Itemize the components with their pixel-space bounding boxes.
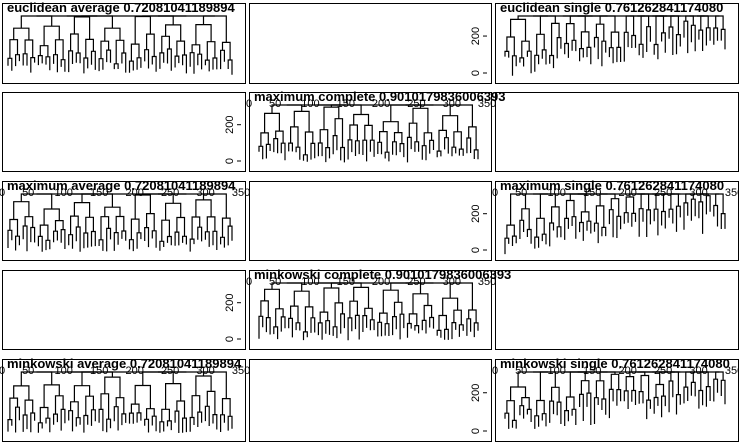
x-tick-label: 350 [232, 187, 250, 199]
x-tick-label: 300 [689, 187, 707, 199]
panel-title: minkowski average 0.72081041189894 [7, 356, 242, 371]
y-tick-label: 0 [470, 247, 482, 253]
x-tick-label: 0 [0, 187, 5, 199]
x-tick-label: 250 [407, 98, 425, 110]
x-tick-label: 350 [478, 276, 496, 288]
x-tick-label: 250 [161, 187, 179, 199]
panel-empty [249, 3, 492, 84]
panel-empty [495, 270, 739, 350]
y-tick-label: 0 [224, 158, 236, 164]
panel-empty [2, 92, 246, 172]
x-tick-label: 350 [725, 365, 739, 377]
x-tick-label: 0 [492, 187, 498, 199]
x-tick-label: 350 [478, 98, 496, 110]
panel-empty [495, 92, 739, 172]
panel-empty [2, 270, 246, 350]
x-tick-label: 250 [654, 365, 672, 377]
x-tick-label: 350 [725, 187, 739, 199]
x-tick-label: 100 [301, 98, 319, 110]
x-tick-label: 250 [161, 365, 179, 377]
panel-empty [249, 181, 492, 261]
panel-frame [2, 270, 246, 350]
panel-euclidean-average: euclidean average 0.72081041189894 [2, 0, 246, 84]
panel-frame [495, 92, 739, 172]
x-tick-label: 300 [196, 365, 214, 377]
x-tick-label: 200 [372, 276, 390, 288]
x-tick-label: 200 [372, 98, 390, 110]
y-tick-label: 200 [470, 27, 482, 45]
y-tick-label: 200 [470, 205, 482, 223]
x-tick-label: 150 [90, 187, 108, 199]
x-tick-label: 200 [618, 365, 636, 377]
x-tick-label: 50 [515, 187, 527, 199]
y-tick-label: 200 [224, 116, 236, 134]
x-tick-label: 50 [22, 187, 34, 199]
panel-title: minkowski single 0.761262841174080 [500, 356, 730, 371]
x-tick-label: 150 [583, 187, 601, 199]
x-tick-label: 350 [232, 365, 250, 377]
panel-frame [2, 359, 246, 442]
panel-frame [2, 181, 246, 261]
x-tick-label: 50 [269, 276, 281, 288]
y-tick-label: 0 [470, 70, 482, 76]
panel-title: maximum single 0.761262841174080 [500, 178, 724, 193]
y-tick-label: 0 [224, 336, 236, 342]
x-tick-label: 150 [337, 276, 355, 288]
panel-frame [249, 3, 492, 84]
y-tick-label: 0 [470, 428, 482, 434]
y-tick-label: 200 [470, 384, 482, 402]
x-tick-label: 100 [548, 365, 566, 377]
panel-frame [495, 270, 739, 350]
x-tick-label: 100 [548, 187, 566, 199]
x-tick-label: 250 [654, 187, 672, 199]
panel-frame [249, 359, 492, 442]
x-tick-label: 200 [125, 365, 143, 377]
panel-title: euclidean single 0.761262841174080 [500, 0, 723, 15]
panel-euclidean-single: 200 0 euclidean single 0.761262841174080 [470, 0, 739, 84]
x-tick-label: 200 [618, 187, 636, 199]
x-tick-label: 0 [246, 276, 252, 288]
x-tick-label: 50 [515, 365, 527, 377]
panel-frame [249, 181, 492, 261]
panel-frame [249, 92, 492, 172]
x-tick-label: 300 [443, 98, 461, 110]
x-tick-label: 50 [22, 365, 34, 377]
panel-title: maximum average 0.72081041189894 [7, 178, 236, 193]
x-tick-label: 0 [0, 365, 5, 377]
x-tick-label: 300 [443, 276, 461, 288]
panel-title: maximum complete 0.9010179836006393 [254, 89, 506, 104]
x-tick-label: 0 [492, 365, 498, 377]
x-tick-label: 100 [301, 276, 319, 288]
panel-title: minkowski complete 0.9010179836006393 [254, 267, 511, 282]
panel-frame [2, 3, 246, 84]
x-tick-label: 250 [407, 276, 425, 288]
x-tick-label: 150 [337, 98, 355, 110]
x-tick-label: 0 [246, 98, 252, 110]
x-tick-label: 150 [583, 365, 601, 377]
panel-frame [249, 270, 492, 350]
x-tick-label: 150 [90, 365, 108, 377]
panel-frame [2, 92, 246, 172]
y-tick-label: 200 [224, 294, 236, 312]
panel-title: euclidean average 0.72081041189894 [7, 0, 235, 15]
x-tick-label: 300 [689, 365, 707, 377]
x-tick-label: 100 [55, 187, 73, 199]
x-tick-label: 50 [269, 98, 281, 110]
panel-empty [249, 359, 492, 442]
x-tick-label: 200 [125, 187, 143, 199]
x-tick-label: 100 [55, 365, 73, 377]
x-tick-label: 300 [196, 187, 214, 199]
